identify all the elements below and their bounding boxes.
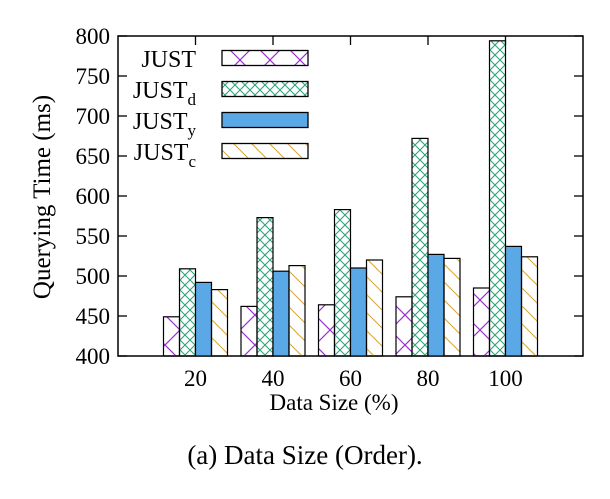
bar (472, 287, 491, 357)
x-tick-label: 80 (417, 366, 440, 391)
y-tick-label: 750 (76, 64, 111, 89)
bars (162, 40, 539, 357)
legend-label: JUST (141, 47, 196, 73)
bar (365, 259, 384, 357)
x-axis-label: Data Size (%) (270, 390, 399, 415)
legend-label: JUSTd (133, 78, 197, 109)
legend-label: JUSTy (133, 109, 197, 140)
bar (443, 257, 461, 357)
y-tick-label: 700 (76, 104, 111, 129)
legend-swatch (221, 80, 309, 98)
legend-swatch (221, 142, 309, 160)
y-tick-label: 650 (76, 144, 111, 169)
y-tick-label: 600 (76, 184, 111, 209)
y-axis-label: Querying Time (ms) (29, 95, 56, 299)
bar (256, 217, 274, 357)
bar (317, 304, 336, 357)
bar (395, 296, 413, 357)
bar (411, 137, 429, 357)
bar (504, 245, 523, 357)
bar (240, 305, 258, 357)
x-tick-label: 60 (339, 366, 362, 391)
y-tick-label: 800 (76, 24, 111, 49)
bar (333, 209, 352, 357)
x-tick-label: 40 (262, 366, 285, 391)
bar (194, 281, 213, 357)
axes: 400 450 500 550 600 650 700 750 800 20 40 60 80 100 (76, 24, 584, 391)
x-tick-label: 100 (488, 366, 523, 391)
y-tick-label: 450 (76, 304, 111, 329)
legend-swatch (221, 49, 309, 67)
x-tick-label: 20 (184, 366, 207, 391)
legend-label: JUSTc (134, 140, 197, 171)
figure-caption: (a) Data Size (Order). (187, 440, 423, 470)
bar (488, 40, 507, 357)
bar (272, 270, 290, 357)
legend-swatch (221, 111, 309, 129)
bar (349, 267, 368, 357)
y-tick-label: 550 (76, 224, 111, 249)
y-tick-label: 400 (76, 344, 111, 369)
bar (162, 316, 181, 357)
bar (210, 289, 229, 357)
bar (178, 268, 197, 357)
bar (288, 265, 306, 357)
bar (427, 253, 445, 357)
bar (520, 256, 539, 357)
y-tick-label: 500 (76, 264, 111, 289)
bar-chart: 400 450 500 550 600 650 700 750 800 20 40 60 80 100 J… (29, 24, 584, 415)
